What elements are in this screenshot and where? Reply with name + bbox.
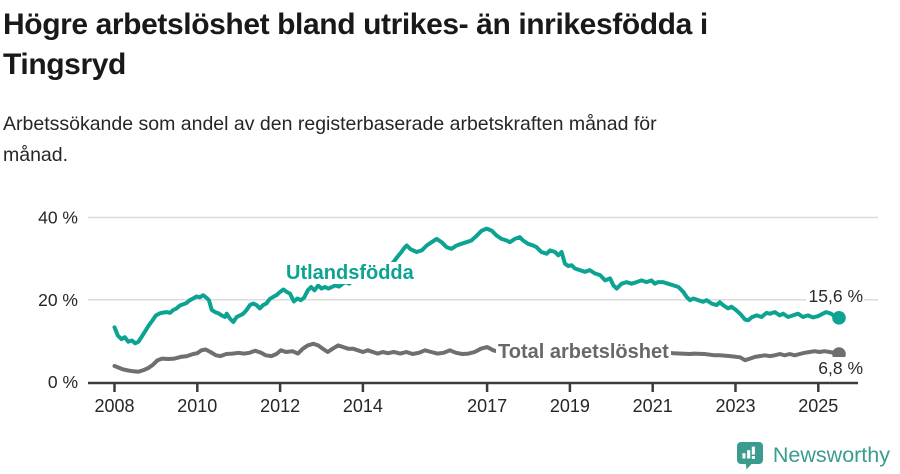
series-line-utlandsf-dda [112, 226, 841, 346]
x-tick-label: 2012 [260, 396, 300, 416]
newsworthy-logo: Newsworthy [736, 440, 890, 470]
end-value-label-utlandsfodda: 15,6 % [806, 285, 864, 307]
x-tick-label: 2019 [550, 396, 590, 416]
x-tick-label: 2014 [343, 396, 383, 416]
newsworthy-bar-chart-badge-icon [736, 441, 763, 469]
x-tick-label: 2023 [715, 396, 755, 416]
y-tick-label: 20 % [38, 290, 78, 310]
y-tick-label: 0 % [48, 372, 78, 392]
newsworthy-brand-text: Newsworthy [772, 442, 890, 467]
end-value-label-total: 6,8 % [806, 357, 864, 379]
series-label-utlandsfodda: Utlandsfödda [284, 262, 416, 284]
x-tick-label: 2025 [798, 396, 838, 416]
x-tick-label: 2021 [633, 396, 673, 416]
series-end-dot [832, 311, 846, 325]
series-line-total-arbetsl-shet [112, 341, 841, 374]
x-tick-label: 2010 [177, 396, 217, 416]
y-tick-label: 40 % [38, 208, 78, 228]
chart-subtitle: Arbetssökande som andel av den registerb… [3, 113, 657, 166]
x-tick-label: 2008 [94, 396, 134, 416]
chart-title: Högre arbetslöshet bland utrikes- än inr… [3, 8, 708, 81]
series-label-total-arbetsloshet: Total arbetslöshet [496, 341, 671, 363]
x-tick-label: 2017 [467, 396, 507, 416]
